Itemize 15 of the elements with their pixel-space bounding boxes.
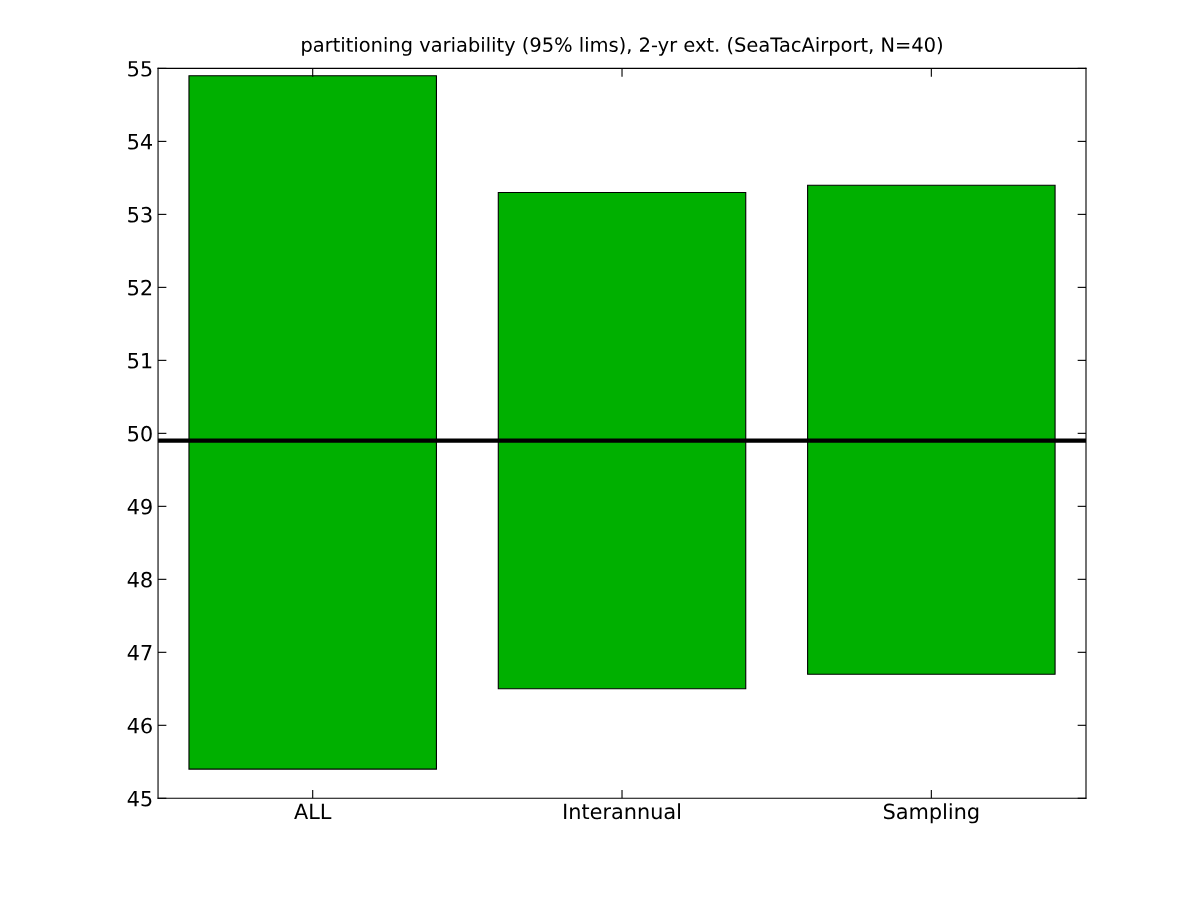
y-tick-label: 49	[127, 498, 152, 515]
y-tick-label: 45	[127, 791, 152, 807]
chart-title: partitioning variability (95% lims), 2-yr ext. (SeaTacAirport, N=40)	[302, 36, 942, 56]
x-tick-label: Interannual	[564, 803, 680, 820]
y-tick-label: 48	[127, 571, 152, 588]
y-tick-label: 50	[128, 425, 152, 442]
x-tick-label: ALL	[294, 803, 332, 819]
y-tick-label: 53	[128, 206, 152, 223]
y-tick-label: 52	[128, 279, 152, 296]
y-tick-label: 51	[128, 353, 152, 369]
y-tick-label: 54	[128, 134, 153, 150]
y-tick-label: 46	[127, 717, 152, 734]
y-tick-label: 47	[127, 645, 152, 661]
y-tick-label: 55	[128, 61, 152, 77]
x-tick-label: Sampling	[883, 803, 979, 824]
